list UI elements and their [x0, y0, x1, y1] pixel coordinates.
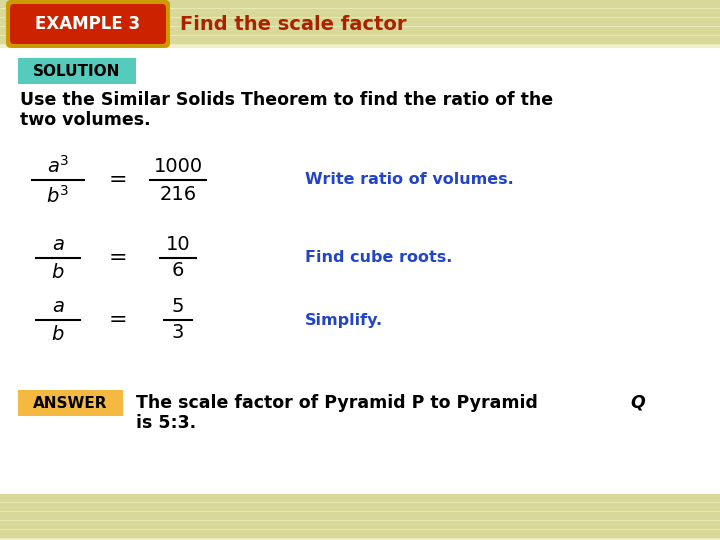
- Text: $a^3$: $a^3$: [47, 155, 69, 177]
- FancyBboxPatch shape: [10, 4, 166, 44]
- FancyBboxPatch shape: [0, 523, 720, 529]
- FancyBboxPatch shape: [18, 390, 123, 416]
- Text: EXAMPLE 3: EXAMPLE 3: [35, 15, 140, 33]
- FancyBboxPatch shape: [0, 534, 720, 540]
- Text: $b^3$: $b^3$: [46, 185, 70, 207]
- FancyBboxPatch shape: [0, 0, 720, 48]
- FancyBboxPatch shape: [0, 494, 720, 540]
- Text: $b$: $b$: [51, 262, 65, 281]
- FancyBboxPatch shape: [0, 501, 720, 507]
- Text: 3: 3: [172, 323, 184, 342]
- Text: Write ratio of volumes.: Write ratio of volumes.: [305, 172, 514, 187]
- Text: Simplify.: Simplify.: [305, 313, 383, 327]
- Text: ANSWER: ANSWER: [33, 395, 108, 410]
- Text: 6: 6: [172, 261, 184, 280]
- Text: 1000: 1000: [153, 157, 202, 176]
- Text: Q: Q: [630, 394, 644, 412]
- Text: Find cube roots.: Find cube roots.: [305, 251, 452, 266]
- Text: SOLUTION: SOLUTION: [33, 64, 121, 78]
- FancyBboxPatch shape: [0, 512, 720, 518]
- Text: 10: 10: [166, 235, 190, 254]
- Text: two volumes.: two volumes.: [20, 111, 150, 129]
- Text: is 5:3.: is 5:3.: [136, 414, 196, 432]
- FancyBboxPatch shape: [0, 44, 720, 50]
- Text: 5: 5: [172, 298, 184, 316]
- FancyBboxPatch shape: [0, 48, 720, 494]
- FancyBboxPatch shape: [6, 0, 170, 48]
- Text: =: =: [109, 310, 127, 330]
- Text: The scale factor of Pyramid P to Pyramid: The scale factor of Pyramid P to Pyramid: [136, 394, 544, 412]
- FancyBboxPatch shape: [0, 22, 720, 28]
- FancyBboxPatch shape: [0, 0, 720, 6]
- FancyBboxPatch shape: [0, 490, 720, 496]
- Text: Find the scale factor: Find the scale factor: [180, 15, 407, 33]
- FancyBboxPatch shape: [18, 58, 136, 84]
- Text: $a$: $a$: [52, 298, 64, 316]
- Text: 216: 216: [159, 185, 197, 204]
- Text: Use the Similar Solids Theorem to find the ratio of the: Use the Similar Solids Theorem to find t…: [20, 91, 553, 109]
- FancyBboxPatch shape: [0, 33, 720, 39]
- FancyBboxPatch shape: [0, 11, 720, 17]
- Text: $a$: $a$: [52, 235, 64, 254]
- Text: =: =: [109, 248, 127, 268]
- Text: =: =: [109, 170, 127, 190]
- Text: $b$: $b$: [51, 325, 65, 343]
